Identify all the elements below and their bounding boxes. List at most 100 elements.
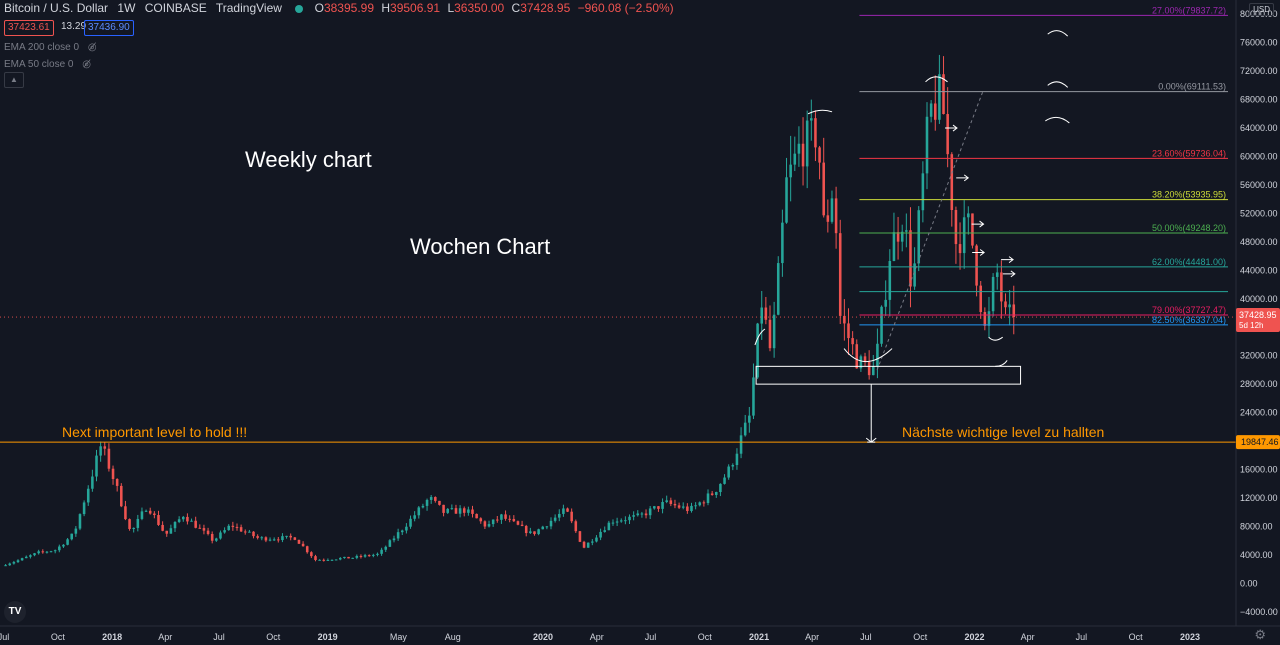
candle [611,522,615,524]
indicator-label: EMA 50 close 0 [4,59,74,70]
candle [838,233,842,316]
support-price-badge [1236,435,1280,450]
candle [950,154,954,211]
candle [434,497,437,501]
candle [86,488,90,503]
candle [161,524,164,531]
candle [892,232,896,261]
candle [706,493,710,504]
candle [727,466,730,478]
candle [144,510,148,512]
open-label: O [314,1,324,15]
candle [797,143,801,154]
candle [834,198,838,234]
change-value: −960.08 (−2.50%) [577,1,674,15]
candle [847,323,850,339]
candle [45,551,49,553]
candle [814,118,817,148]
candle [669,500,673,504]
candle [574,521,578,532]
candle [363,555,367,557]
x-tick-label: 2022 [965,632,985,642]
hand-drawn-arrow [956,174,970,182]
candle [343,556,346,559]
fib-level-label: 0.00%(69111.53) [1158,82,1226,92]
candle [326,559,330,561]
candle [289,535,292,538]
candle [776,263,780,315]
candle [446,508,449,513]
hand-drawn-arrow [1002,270,1016,278]
annotation-next-level: Next important level to hold !!! [62,424,248,440]
fib-level-label: 27.00%(79837.72) [1152,5,1226,15]
y-tick-label: 0.00 [1240,578,1258,588]
candle [310,552,313,557]
market-status-icon [295,4,304,13]
candle [632,515,635,517]
eye-off-icon[interactable]: ◎̸ [82,59,91,70]
collapse-legend-button[interactable]: ▲ [4,72,24,88]
candle [91,476,94,489]
candle [789,164,792,178]
candle [400,530,404,533]
candle [752,377,755,416]
eye-off-icon[interactable]: ◎̸ [87,42,97,53]
candle [215,538,218,541]
close-label: C [511,1,521,15]
candle [372,554,375,556]
candle [595,537,598,542]
buy-price-box[interactable]: 37436.90 [84,20,134,36]
y-tick-label: 44000.00 [1240,265,1278,275]
candle [467,509,470,513]
interval[interactable]: 1W [117,1,136,15]
candle [239,527,243,532]
candle [987,311,991,326]
candle [206,530,210,534]
candle [305,546,309,553]
spread-value: 13.29 [61,21,87,32]
candle [537,529,540,535]
candle [194,520,197,528]
hand-drawn-arrow [972,249,985,256]
candle [442,504,445,513]
time-axis-bg [0,626,1280,645]
candle [971,213,974,246]
candle [545,526,549,528]
candle [438,500,441,505]
candle [314,556,317,561]
candle [16,560,20,563]
candle [297,539,301,544]
candle [805,120,809,167]
candle [615,521,619,523]
settings-gear-icon[interactable]: ⚙ [1254,627,1266,642]
candle [520,524,524,526]
currency-selector[interactable]: USD [1249,3,1274,16]
candle [376,553,379,555]
candle [702,502,706,504]
candle [768,319,772,349]
candle [933,103,937,120]
annotation-weekly: Weekly chart [245,147,372,172]
candle [41,551,45,553]
y-tick-label: −4000.00 [1240,607,1278,617]
annotation-naechste-level: Nächste wichtige level zu hallten [902,424,1105,440]
hand-drawn-arc [995,360,1008,367]
candle [653,506,656,509]
candle [181,516,185,520]
y-tick-label: 40000.00 [1240,294,1278,304]
symbol-name[interactable]: Bitcoin / U.S. Dollar [4,1,109,15]
candle [392,538,396,541]
indicator-ema-50[interactable]: EMA 50 close 0 ◎̸ [4,59,91,70]
sell-price-box[interactable]: 37423.61 [4,20,54,36]
candle [334,559,338,561]
fib-trend-line [876,91,984,371]
high-value: 39506.91 [390,1,441,15]
candle [128,519,131,529]
candle [628,516,631,521]
candle [157,515,160,525]
indicator-ema-200[interactable]: EMA 200 close 0 ◎̸ [4,42,97,53]
candle [58,546,61,551]
candle [479,518,483,522]
candle [830,198,834,222]
